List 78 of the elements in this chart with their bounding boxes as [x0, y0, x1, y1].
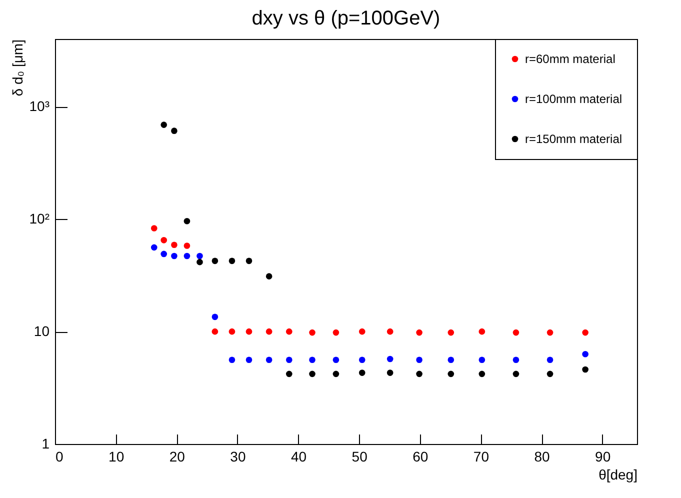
y-tick-label: 10³	[29, 98, 50, 114]
y-tick-label: 10	[34, 323, 50, 340]
point	[228, 328, 236, 335]
point	[286, 370, 292, 378]
point	[160, 122, 168, 128]
point	[416, 370, 422, 378]
point	[266, 356, 272, 364]
point	[386, 328, 394, 335]
x-tick-label: 60	[412, 448, 428, 464]
point	[416, 329, 422, 336]
point	[416, 356, 422, 364]
point	[332, 356, 340, 364]
point	[309, 370, 316, 378]
point	[309, 329, 316, 336]
point	[309, 356, 316, 364]
point	[171, 252, 178, 260]
x-tick-label: 70	[473, 448, 490, 464]
point	[196, 258, 203, 266]
point	[228, 258, 236, 264]
x-tick-label: 80	[534, 448, 550, 464]
legend-label: r=60mm material	[525, 52, 616, 66]
point	[512, 356, 520, 364]
point	[546, 370, 554, 378]
point	[358, 328, 366, 335]
y-tick-label: 1	[42, 436, 50, 452]
y-axis-title: δ d₀ [μm]	[9, 40, 26, 96]
point	[478, 356, 486, 364]
point	[478, 328, 486, 335]
x-tick-label: 10	[108, 448, 124, 464]
x-tick-label: 90	[595, 448, 611, 464]
point	[582, 329, 588, 336]
point	[512, 329, 520, 336]
point	[546, 329, 554, 336]
legend-label: r=100mm material	[525, 92, 622, 106]
point	[386, 356, 394, 362]
chart-title: dxy vs θ (p=100GeV)	[252, 8, 440, 30]
point	[246, 258, 252, 264]
point	[171, 242, 178, 248]
point	[212, 314, 218, 320]
point	[582, 350, 588, 358]
point	[171, 128, 178, 134]
point	[546, 356, 554, 364]
point	[160, 237, 168, 244]
point	[386, 370, 394, 376]
point	[246, 328, 252, 335]
x-tick-label: 40	[290, 448, 307, 464]
point	[150, 244, 158, 251]
point	[266, 273, 272, 280]
legend-label: r=150mm material	[525, 132, 622, 146]
point	[184, 252, 190, 260]
point	[266, 328, 272, 335]
point	[358, 370, 366, 376]
x-tick-label: 0	[56, 448, 64, 464]
point	[212, 258, 218, 264]
point	[150, 225, 158, 232]
x-tick-label: 30	[230, 448, 246, 464]
y-tick-label: 10²	[29, 210, 50, 227]
point	[448, 356, 454, 364]
point	[160, 250, 168, 258]
point	[196, 252, 203, 260]
point	[286, 328, 292, 335]
x-axis-title: θ[deg]	[598, 466, 638, 482]
point	[358, 356, 366, 364]
x-tick-label: 20	[169, 448, 186, 464]
point	[184, 242, 190, 249]
point	[228, 356, 236, 364]
point	[246, 356, 252, 364]
point	[512, 370, 520, 378]
point	[448, 329, 454, 336]
point	[212, 328, 218, 335]
point	[582, 366, 588, 373]
point	[478, 370, 486, 378]
point	[332, 329, 340, 336]
point	[448, 370, 454, 378]
point	[332, 370, 340, 378]
x-tick-label: 50	[352, 448, 368, 464]
point	[184, 218, 190, 224]
point	[286, 356, 292, 364]
